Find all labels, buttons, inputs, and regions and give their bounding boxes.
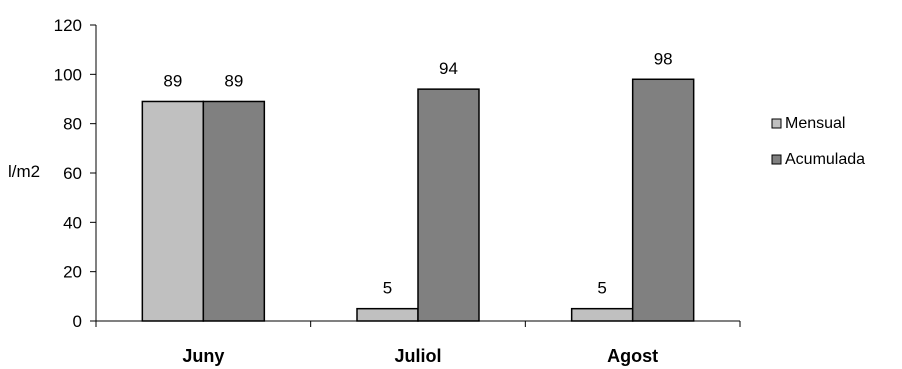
bar-mensual-juliol bbox=[356, 307, 419, 322]
data-label: 5 bbox=[597, 279, 606, 298]
legend-swatch-mensual bbox=[771, 118, 782, 129]
legend: Mensual Acumulada bbox=[771, 115, 865, 168]
data-label: 89 bbox=[163, 71, 182, 90]
x-category-label: Agost bbox=[607, 346, 658, 366]
y-tick-label: 40 bbox=[63, 213, 82, 232]
y-axis-label: l/m2 bbox=[8, 162, 40, 181]
bar-acumulada-juliol bbox=[417, 88, 480, 322]
bar-acumulada-juny bbox=[202, 100, 266, 322]
data-label: 94 bbox=[439, 59, 458, 78]
y-tick-label: 20 bbox=[63, 263, 82, 282]
y-tick-label: 60 bbox=[63, 164, 82, 183]
legend-label-acumulada: Acumulada bbox=[785, 151, 865, 168]
data-label: 5 bbox=[383, 279, 392, 298]
y-tick-label: 100 bbox=[54, 65, 82, 84]
legend-swatch-acumulada bbox=[771, 154, 782, 165]
data-label: 89 bbox=[224, 71, 243, 90]
chart-bars bbox=[141, 78, 695, 322]
y-tick-label: 80 bbox=[63, 115, 82, 134]
data-label: 98 bbox=[654, 49, 673, 68]
bar-acumulada-agost bbox=[631, 78, 695, 322]
legend-label-mensual: Mensual bbox=[785, 115, 845, 132]
y-tick-label: 0 bbox=[73, 312, 82, 331]
x-category-label: Juliol bbox=[394, 346, 441, 366]
chart-labels: 89 89 Juny 5 94 Juliol 5 98 Agost bbox=[163, 49, 672, 366]
bar-mensual-juny bbox=[141, 100, 205, 322]
x-category-label: Juny bbox=[182, 346, 224, 366]
bar-mensual-agost bbox=[570, 307, 634, 322]
y-tick-label: 120 bbox=[54, 16, 82, 35]
